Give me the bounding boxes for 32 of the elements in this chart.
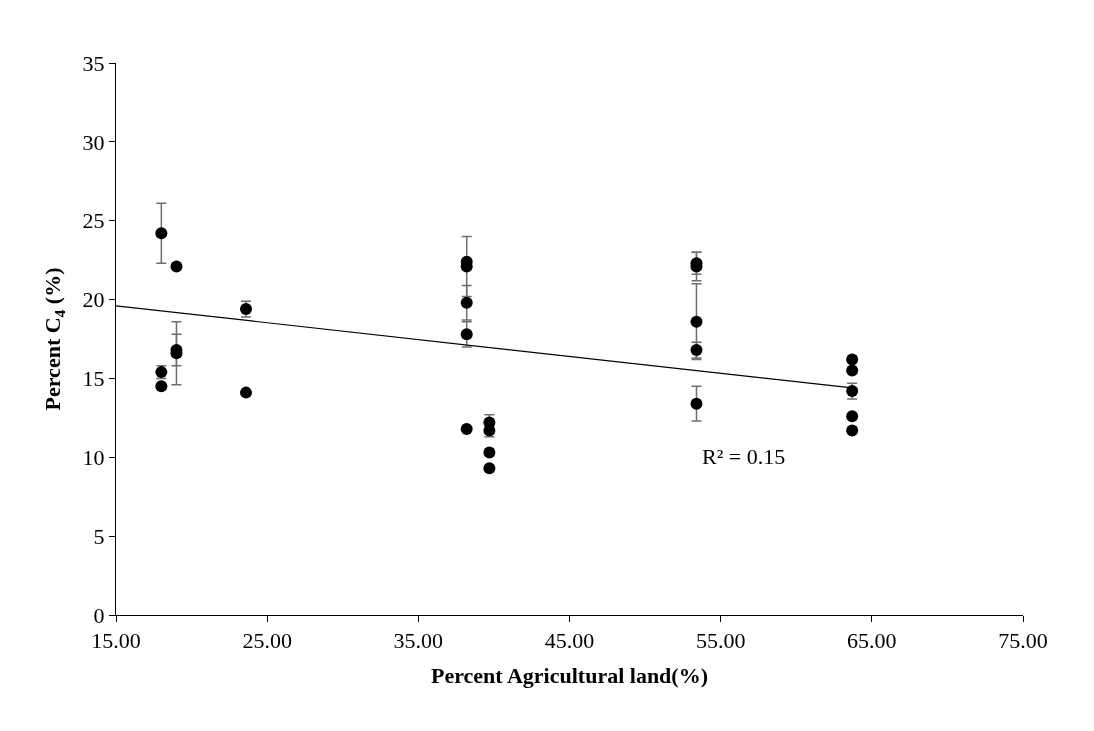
y-tick-label: 35: [82, 50, 105, 76]
y-tick-label: 0: [93, 602, 105, 628]
x-tick-label: 75.00: [998, 628, 1048, 654]
point: [846, 364, 859, 377]
y-tick-label: 5: [93, 523, 105, 549]
point: [460, 328, 473, 341]
y-tick-label: 25: [82, 208, 105, 234]
x-tick-label: 25.00: [242, 628, 292, 654]
x-tick-label: 55.00: [695, 628, 746, 654]
y-tick-label: 10: [82, 444, 105, 470]
point: [155, 227, 168, 240]
y-tick-label: 15: [82, 366, 105, 392]
y-tick-label: 20: [82, 287, 105, 313]
annotation: R² = 0.15: [702, 444, 786, 469]
point: [690, 315, 703, 328]
x-tick-label: 15.00: [91, 628, 141, 654]
x-axis-title: Percent Agricultural land(%): [431, 663, 708, 689]
point: [240, 386, 252, 399]
point: [483, 446, 496, 459]
point: [155, 380, 168, 393]
point: [846, 353, 859, 366]
point: [690, 397, 703, 410]
x-tick-label: 45.00: [544, 628, 595, 654]
point: [483, 462, 496, 475]
x-tick-label: 35.00: [393, 628, 444, 654]
x-tick-label: 65.00: [847, 628, 897, 654]
point: [460, 422, 473, 435]
y-tick-label: 30: [82, 129, 105, 155]
point: [170, 260, 183, 273]
point: [460, 296, 473, 309]
point: [846, 410, 859, 423]
point: [846, 424, 859, 437]
